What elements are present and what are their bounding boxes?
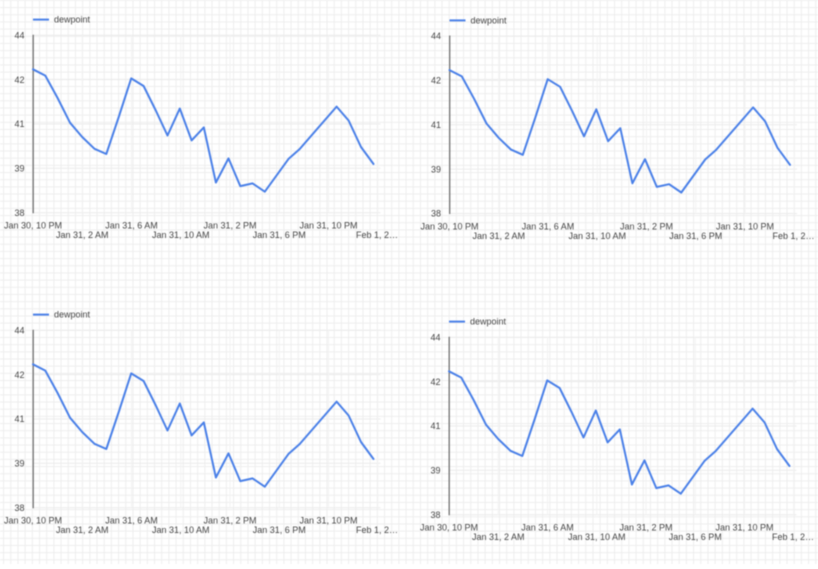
svg-text:Jan 31, 10 PM: Jan 31, 10 PM xyxy=(299,516,357,526)
svg-text:Feb 1, 2…: Feb 1, 2… xyxy=(773,231,815,241)
svg-text:38: 38 xyxy=(430,510,440,520)
svg-text:41: 41 xyxy=(14,119,24,129)
svg-text:Jan 31, 6 AM: Jan 31, 6 AM xyxy=(521,523,574,533)
svg-text:38: 38 xyxy=(431,209,441,219)
svg-text:41: 41 xyxy=(14,414,24,424)
svg-text:42: 42 xyxy=(14,370,24,380)
svg-text:Jan 31, 2 AM: Jan 31, 2 AM xyxy=(472,231,525,241)
svg-text:dewpoint: dewpoint xyxy=(471,15,508,25)
svg-text:Jan 31, 6 AM: Jan 31, 6 AM xyxy=(522,221,575,231)
svg-text:39: 39 xyxy=(431,164,441,174)
svg-text:Jan 31, 6 AM: Jan 31, 6 AM xyxy=(105,516,158,526)
svg-text:Jan 31, 10 AM: Jan 31, 10 AM xyxy=(152,525,210,535)
svg-text:Jan 31, 6 AM: Jan 31, 6 AM xyxy=(105,221,158,231)
svg-text:42: 42 xyxy=(14,75,24,85)
svg-text:Jan 31, 2 AM: Jan 31, 2 AM xyxy=(56,230,109,240)
svg-text:42: 42 xyxy=(430,377,440,387)
svg-text:44: 44 xyxy=(431,31,441,41)
svg-text:Jan 31, 2 AM: Jan 31, 2 AM xyxy=(56,525,109,535)
svg-text:41: 41 xyxy=(431,120,441,130)
svg-text:Jan 31, 2 PM: Jan 31, 2 PM xyxy=(620,221,673,231)
svg-text:41: 41 xyxy=(430,421,440,431)
svg-text:Jan 30, 10 PM: Jan 30, 10 PM xyxy=(4,221,62,231)
svg-text:Jan 31, 2 PM: Jan 31, 2 PM xyxy=(619,523,672,533)
svg-text:39: 39 xyxy=(14,164,24,174)
svg-text:Jan 31, 6 PM: Jan 31, 6 PM xyxy=(253,525,306,535)
svg-text:42: 42 xyxy=(431,76,441,86)
svg-text:Jan 31, 10 PM: Jan 31, 10 PM xyxy=(716,221,774,231)
svg-text:Jan 31, 6 PM: Jan 31, 6 PM xyxy=(669,231,722,241)
svg-text:Jan 31, 10 PM: Jan 31, 10 PM xyxy=(299,221,357,231)
svg-text:44: 44 xyxy=(14,325,24,335)
svg-text:44: 44 xyxy=(430,332,440,342)
svg-text:Feb 1, 2…: Feb 1, 2… xyxy=(356,230,398,240)
svg-text:38: 38 xyxy=(14,208,24,218)
svg-text:Jan 31, 2 AM: Jan 31, 2 AM xyxy=(472,532,525,542)
svg-text:Jan 30, 10 PM: Jan 30, 10 PM xyxy=(4,516,62,526)
svg-text:Jan 31, 2 PM: Jan 31, 2 PM xyxy=(203,516,256,526)
svg-text:Jan 31, 10 AM: Jan 31, 10 AM xyxy=(568,532,626,542)
svg-text:Feb 1, 2…: Feb 1, 2… xyxy=(772,532,814,542)
svg-text:Jan 31, 10 AM: Jan 31, 10 AM xyxy=(568,231,626,241)
svg-text:38: 38 xyxy=(14,503,24,513)
svg-text:Jan 30, 10 PM: Jan 30, 10 PM xyxy=(420,523,478,533)
svg-text:Jan 31, 6 PM: Jan 31, 6 PM xyxy=(253,230,306,240)
svg-text:39: 39 xyxy=(430,466,440,476)
svg-text:dewpoint: dewpoint xyxy=(54,15,91,25)
svg-text:dewpoint: dewpoint xyxy=(54,310,91,320)
svg-text:Jan 31, 2 PM: Jan 31, 2 PM xyxy=(203,221,256,231)
svg-text:39: 39 xyxy=(14,459,24,469)
svg-text:Jan 31, 6 PM: Jan 31, 6 PM xyxy=(669,532,722,542)
svg-text:Jan 30, 10 PM: Jan 30, 10 PM xyxy=(420,221,478,231)
svg-text:44: 44 xyxy=(14,30,24,40)
svg-text:Jan 31, 10 PM: Jan 31, 10 PM xyxy=(715,523,773,533)
svg-text:Feb 1, 2…: Feb 1, 2… xyxy=(356,525,398,535)
svg-text:dewpoint: dewpoint xyxy=(470,317,507,327)
svg-text:Jan 31, 10 AM: Jan 31, 10 AM xyxy=(152,230,210,240)
